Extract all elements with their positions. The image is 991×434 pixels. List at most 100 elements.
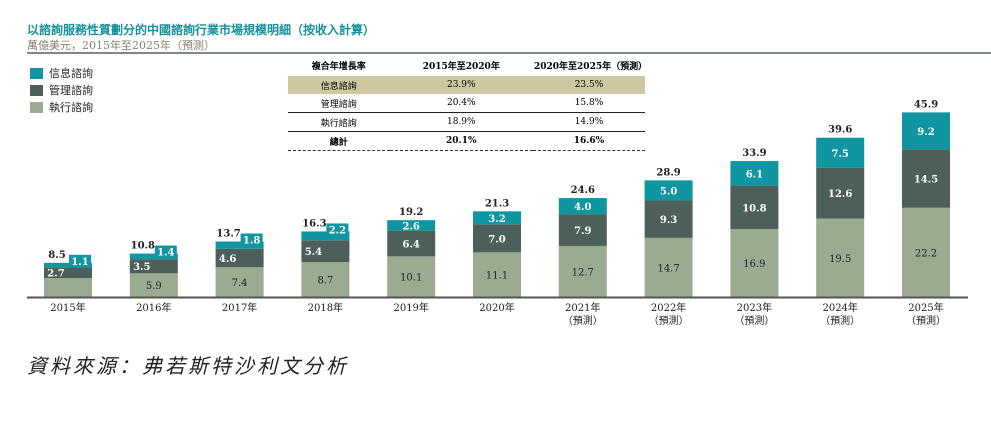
total-label: 8.5 — [48, 250, 65, 261]
chart-title: 以諮詢服務性質劃分的中國諮詢行業市場規模明細（按收入計算） — [27, 23, 376, 37]
bar-segment — [387, 220, 436, 231]
total-label: 16.3 — [302, 218, 326, 229]
table-header: 2020年至2025年（預測） — [534, 61, 648, 72]
cell: 執行諮詢 — [288, 112, 390, 132]
forecast-label: （預測） — [906, 314, 946, 327]
bar-segment — [301, 231, 350, 241]
data-label: 14.7 — [657, 263, 679, 274]
cell: 總計 — [288, 131, 390, 151]
table-header: 複合年增長率 — [311, 61, 366, 72]
data-label: 6.4 — [402, 240, 419, 251]
cell: 20.4% — [446, 98, 476, 108]
total-label: 19.2 — [399, 207, 423, 218]
forecast-label: （預測） — [734, 314, 774, 327]
data-label: 8.7 — [317, 276, 333, 287]
cell: 管理諮詢 — [320, 99, 357, 110]
x-tick-label: 2022年 — [651, 301, 686, 314]
bar-segment — [215, 248, 264, 268]
data-label: 10.8 — [742, 203, 766, 214]
bar-segment — [44, 278, 92, 297]
info-label-box — [69, 254, 91, 268]
data-label: 4.6 — [219, 254, 236, 265]
cell: 15.8% — [574, 98, 604, 108]
cell: 23.9% — [389, 76, 533, 94]
divider — [27, 52, 991, 54]
legend-label: 管理諮詢 — [49, 84, 93, 97]
table-row: 管理諮詢 20.4% 15.8% — [288, 94, 645, 113]
data-label: 7.0 — [488, 234, 505, 245]
bar-segment — [730, 185, 779, 230]
forecast-label: （預測） — [563, 314, 603, 327]
bar-segment — [816, 137, 865, 168]
bar-segment — [644, 237, 693, 297]
x-tick-label: 2018年 — [308, 301, 343, 314]
data-label: 3.5 — [133, 262, 150, 273]
bar-segment — [387, 256, 436, 297]
bar-segment — [301, 240, 350, 263]
bar-segment — [644, 180, 693, 201]
data-label: 7.9 — [574, 226, 591, 237]
total-label: 28.9 — [656, 167, 680, 178]
data-label: 19.5 — [829, 254, 851, 265]
data-label: 9.2 — [917, 127, 934, 138]
cell: 18.9% — [389, 112, 533, 132]
data-label: 7.4 — [232, 278, 248, 289]
data-label: 5.9 — [146, 281, 162, 292]
x-tick-label: 2019年 — [393, 301, 428, 314]
bar-segment — [473, 211, 521, 225]
total-label: 33.9 — [742, 148, 766, 159]
bar-segment — [902, 207, 950, 297]
data-label: 4.0 — [574, 202, 591, 213]
bar-segment — [129, 259, 178, 274]
data-label: 9.3 — [660, 215, 677, 226]
bar-segment — [730, 229, 779, 297]
x-tick-label: 2016年 — [136, 301, 171, 314]
legend-label: 信息諮詢 — [49, 67, 93, 80]
data-label: 7.5 — [831, 149, 848, 160]
source-note: 資料來源：弗若斯特沙利文分析 — [27, 354, 349, 378]
cell: 20.1% — [389, 131, 533, 151]
data-label: 6.1 — [746, 169, 763, 180]
legend-swatch — [30, 101, 43, 113]
bar-segment — [44, 262, 92, 268]
data-label: 2.6 — [402, 221, 419, 232]
x-tick-label: 2020年 — [479, 301, 514, 314]
cell: 23.5% — [533, 76, 645, 94]
cagr-table: 複合年增長率 2015年至2020年 2020年至2025年（預測） 信息諮詢 23.… — [288, 54, 648, 151]
bar-segment — [387, 230, 436, 257]
data-label: 2.7 — [47, 269, 64, 280]
data-label: 5.4 — [305, 247, 322, 258]
x-tick-label: 2025年 — [908, 301, 943, 314]
info-label-box — [240, 233, 263, 247]
data-label: 3.2 — [488, 214, 505, 225]
bar-segment — [816, 218, 865, 297]
cell: 16.6% — [533, 131, 645, 151]
total-label: 24.6 — [571, 185, 595, 196]
data-label: 12.6 — [828, 189, 852, 200]
forecast-label: （預測） — [649, 314, 689, 327]
forecast-label: （預測） — [820, 314, 860, 327]
table-row: 執行諮詢 18.9% 14.9% — [288, 112, 645, 132]
x-tick-label: 2017年 — [222, 301, 257, 314]
bar-segment — [816, 167, 865, 219]
bar-segment — [644, 200, 693, 238]
data-label: 1.8 — [243, 236, 260, 247]
info-label-box — [326, 223, 349, 237]
total-label: 45.9 — [914, 99, 938, 110]
data-label: 5.0 — [660, 186, 677, 197]
x-tick-label: 2015年 — [50, 301, 85, 314]
bar-segment — [129, 253, 178, 260]
bar-segment — [473, 252, 521, 297]
total-label: 13.7 — [216, 229, 240, 240]
bar-segment — [473, 224, 521, 253]
legend-swatch — [30, 67, 43, 79]
table-row-total: 總計 20.1% 16.6% — [288, 131, 645, 151]
bar-segment — [129, 273, 178, 297]
bar-segment — [730, 161, 779, 186]
bar-segment — [902, 149, 950, 208]
legend-item-info: 信息諮詢 — [30, 65, 93, 81]
data-label: 16.9 — [743, 259, 765, 270]
x-tick-label: 2023年 — [737, 301, 772, 314]
bar-segment — [558, 198, 607, 215]
